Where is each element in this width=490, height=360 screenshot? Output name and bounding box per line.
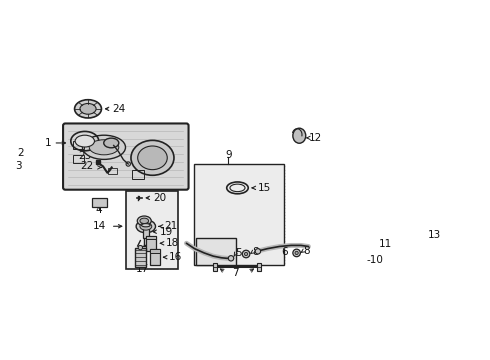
Text: 4: 4 (96, 205, 102, 215)
Bar (146, 236, 156, 251)
Text: 23: 23 (78, 151, 92, 161)
Ellipse shape (89, 140, 119, 155)
Bar (196, 238, 237, 265)
Text: 5: 5 (235, 248, 242, 258)
Circle shape (295, 251, 298, 255)
Bar (416, 225, 424, 240)
Bar (257, 263, 261, 271)
Bar (34, 160, 49, 172)
Text: -10: -10 (367, 256, 383, 265)
Ellipse shape (82, 135, 125, 159)
Text: 20: 20 (153, 193, 167, 203)
Bar (213, 263, 217, 271)
Circle shape (390, 228, 395, 233)
Bar (146, 236, 156, 239)
Ellipse shape (104, 138, 119, 148)
Ellipse shape (142, 224, 150, 227)
Bar (150, 249, 160, 265)
Bar (132, 170, 144, 179)
Text: 14: 14 (93, 221, 106, 231)
Text: 24: 24 (113, 104, 126, 114)
Ellipse shape (138, 146, 167, 170)
Circle shape (228, 256, 234, 261)
Text: 17: 17 (136, 264, 149, 274)
Ellipse shape (131, 140, 174, 175)
Bar (150, 249, 160, 253)
Bar (143, 225, 149, 238)
Circle shape (293, 249, 300, 257)
Ellipse shape (137, 216, 151, 226)
Text: 18: 18 (166, 238, 179, 248)
Ellipse shape (140, 218, 148, 224)
Text: 11: 11 (378, 239, 392, 249)
Circle shape (245, 252, 247, 256)
Text: 22: 22 (80, 161, 94, 171)
Bar (135, 248, 146, 267)
Ellipse shape (136, 220, 155, 233)
Bar (35, 149, 50, 158)
Text: 3: 3 (16, 161, 22, 171)
Circle shape (255, 249, 261, 254)
Ellipse shape (140, 222, 152, 230)
Ellipse shape (80, 103, 96, 114)
Bar (73, 156, 83, 163)
Bar (195, 164, 284, 265)
Text: 6: 6 (281, 247, 288, 257)
Text: 12: 12 (309, 133, 322, 143)
FancyBboxPatch shape (63, 123, 189, 190)
Text: 2: 2 (18, 148, 24, 158)
Text: 1: 1 (45, 138, 51, 148)
Text: 19: 19 (160, 227, 173, 237)
Ellipse shape (74, 100, 101, 118)
Circle shape (243, 250, 250, 258)
Bar (92, 198, 107, 207)
Ellipse shape (293, 128, 306, 143)
Bar (417, 233, 423, 237)
Text: 21: 21 (164, 221, 177, 231)
Text: 13: 13 (428, 230, 441, 240)
Ellipse shape (418, 193, 426, 202)
Bar (108, 168, 117, 174)
Bar (126, 192, 178, 269)
Text: 9: 9 (225, 150, 232, 159)
Bar (73, 141, 83, 149)
Ellipse shape (416, 190, 428, 205)
Text: 8: 8 (252, 247, 259, 257)
Circle shape (138, 246, 143, 250)
Text: 16: 16 (169, 252, 182, 262)
Text: 7: 7 (232, 268, 239, 278)
Ellipse shape (75, 135, 95, 147)
Bar (37, 157, 46, 162)
Text: 15: 15 (258, 183, 271, 193)
Text: 8: 8 (303, 246, 310, 256)
